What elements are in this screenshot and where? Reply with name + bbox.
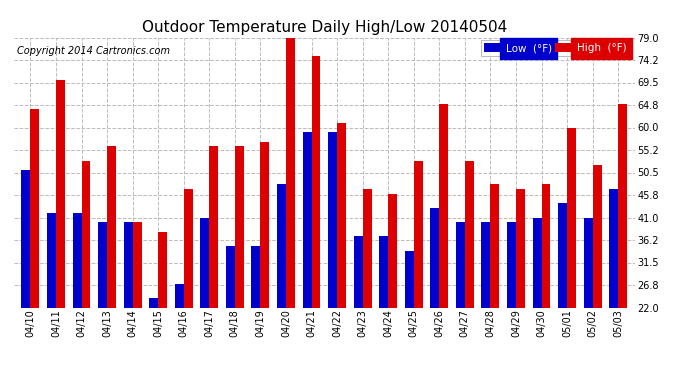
Bar [337,123,346,375]
Bar [533,217,542,375]
Bar [184,189,193,375]
Bar [303,132,311,375]
Bar [482,222,491,375]
Bar [584,217,593,375]
Bar [21,170,30,375]
Bar [542,184,551,375]
Bar [311,57,320,375]
Title: Outdoor Temperature Daily High/Low 20140504: Outdoor Temperature Daily High/Low 20140… [141,20,507,35]
Bar [507,222,516,375]
Bar [209,147,218,375]
Bar [56,80,65,375]
Bar [107,147,116,375]
Bar [431,208,440,375]
Bar [251,246,260,375]
Bar [491,184,500,375]
Bar [363,189,372,375]
Bar [175,284,184,375]
Bar [593,165,602,375]
Bar [132,222,141,375]
Text: Copyright 2014 Cartronics.com: Copyright 2014 Cartronics.com [17,46,170,56]
Bar [440,104,449,375]
Bar [124,222,132,375]
Bar [328,132,337,375]
Bar [149,298,158,375]
Legend: Low  (°F), High  (°F): Low (°F), High (°F) [481,40,629,57]
Bar [618,104,627,375]
Bar [558,203,567,375]
Bar [388,194,397,375]
Bar [47,213,56,375]
Bar [260,142,269,375]
Bar [81,160,90,375]
Bar [30,108,39,375]
Bar [405,251,414,375]
Bar [158,232,167,375]
Bar [380,237,388,375]
Bar [200,217,209,375]
Bar [98,222,107,375]
Bar [286,38,295,375]
Bar [354,237,363,375]
Bar [567,128,576,375]
Bar [72,213,81,375]
Bar [235,147,244,375]
Bar [277,184,286,375]
Bar [465,160,474,375]
Bar [456,222,465,375]
Bar [609,189,618,375]
Bar [516,189,525,375]
Bar [414,160,423,375]
Bar [226,246,235,375]
